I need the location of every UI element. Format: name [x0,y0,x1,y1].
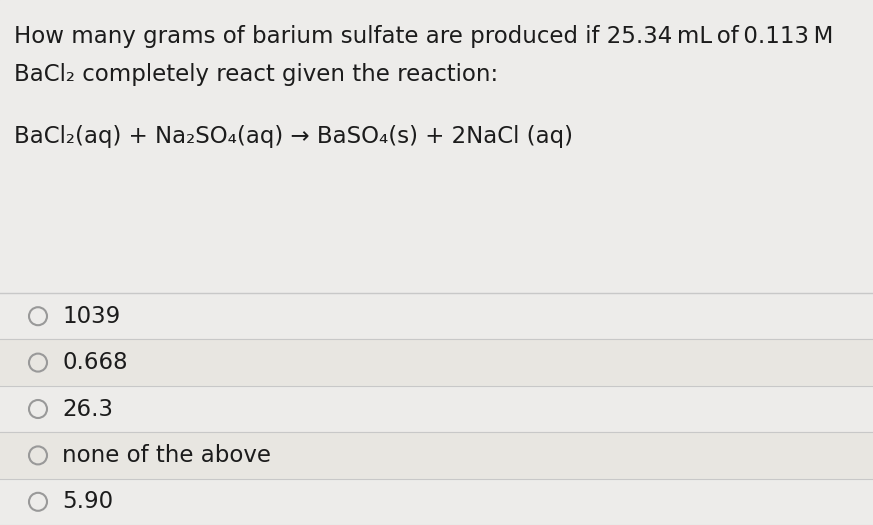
Bar [0,293,873,339]
Bar [0,432,873,479]
Text: BaCl₂(aq) + Na₂SO₄(aq) → BaSO₄(s) + 2NaCl (aq): BaCl₂(aq) + Na₂SO₄(aq) → BaSO₄(s) + 2NaC… [14,125,573,148]
Text: BaCl₂ completely react given the reaction:: BaCl₂ completely react given the reactio… [14,63,498,86]
Text: 1039: 1039 [62,304,120,328]
Bar [0,0,873,295]
Text: 0.668: 0.668 [62,351,127,374]
Bar [0,479,873,525]
Text: 5.90: 5.90 [62,490,113,513]
Text: 26.3: 26.3 [62,397,113,421]
Text: How many grams of barium sulfate are produced if 25.34 mL of 0.113 M: How many grams of barium sulfate are pro… [14,25,834,48]
Bar [0,339,873,386]
Text: none of the above: none of the above [62,444,271,467]
Bar [0,386,873,432]
